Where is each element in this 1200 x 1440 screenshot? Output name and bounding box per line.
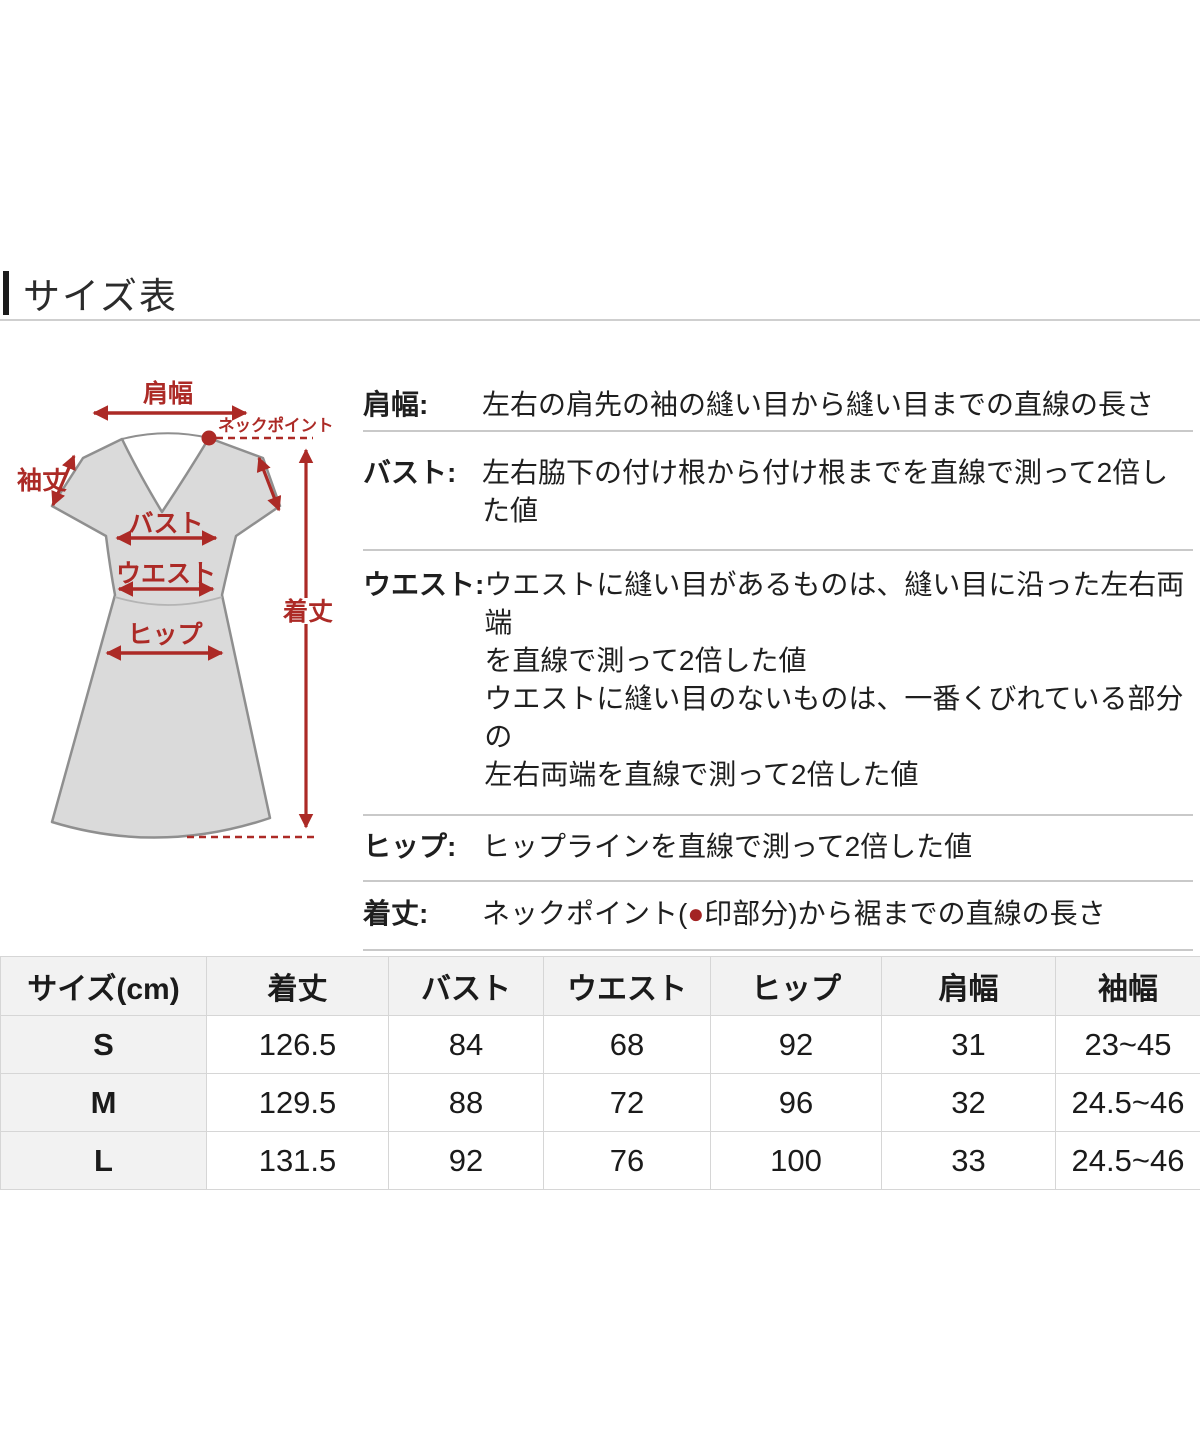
definition-text-post: 印部分)から裾までの直線の長さ	[704, 898, 1106, 929]
size-table-header-row: サイズ(cm) 着丈 バスト ウエスト ヒップ 肩幅 袖幅	[0, 956, 1200, 1016]
header-bust: バスト	[388, 956, 544, 1016]
sleeve-length-arrow-left	[51, 454, 76, 507]
waist-label: ウエスト	[116, 560, 216, 588]
size-cell: M	[0, 1073, 207, 1132]
header-length: 着丈	[206, 956, 389, 1016]
value-cell: 100	[710, 1131, 882, 1190]
title-divider	[0, 319, 1200, 321]
definition-term: 肩幅:	[363, 389, 429, 420]
table-row-l: L 131.5 92 76 100 33 24.5~46	[0, 1131, 1200, 1190]
title-accent-bar	[3, 271, 9, 315]
value-cell: 32	[881, 1073, 1056, 1132]
definition-row-length: 着丈: ネックポイント(●印部分)から裾までの直線の長さ	[363, 882, 1193, 951]
value-cell: 92	[710, 1015, 882, 1074]
definition-term: ヒップ:	[363, 831, 457, 862]
value-cell: 24.5~46	[1055, 1131, 1200, 1190]
garment-length-label: 着丈	[282, 597, 333, 626]
value-cell: 88	[388, 1073, 544, 1132]
value-cell: 76	[543, 1131, 711, 1190]
definition-line: を直線で測って2倍した値	[484, 645, 807, 676]
definition-text: 左右の肩先の袖の縫い目から縫い目までの直線の長さ	[482, 389, 1155, 420]
value-cell: 126.5	[206, 1015, 389, 1074]
dress-waist-seam	[114, 596, 223, 606]
value-cell: 68	[543, 1015, 711, 1074]
header-waist: ウエスト	[543, 956, 711, 1016]
dress-shape	[50, 436, 282, 839]
definition-row-hip: ヒップ: ヒップラインを直線で測って2倍した値	[363, 816, 1193, 882]
neck-point-label: ネックポイント	[218, 415, 334, 435]
size-table: サイズ(cm) 着丈 バスト ウエスト ヒップ 肩幅 袖幅 S 126.5 84…	[0, 956, 1200, 1190]
value-cell: 24.5~46	[1055, 1073, 1200, 1132]
size-cell: L	[0, 1131, 207, 1190]
table-row-m: M 129.5 88 72 96 32 24.5~46	[0, 1073, 1200, 1132]
value-cell: 23~45	[1055, 1015, 1200, 1074]
dress-measurement-diagram: 肩幅 ネックポイント 袖丈 バスト ウエスト ヒップ 着丈	[17, 379, 334, 839]
definition-row-shoulder: 肩幅: 左右の肩先の袖の縫い目から縫い目までの直線の長さ	[363, 364, 1193, 432]
value-cell: 72	[543, 1073, 711, 1132]
definition-text: ウエストに縫い目があるものは、縫い目に沿った左右両端 を直線で測って2倍した値 …	[484, 566, 1193, 794]
measurement-definitions: 肩幅: 左右の肩先の袖の縫い目から縫い目までの直線の長さ バスト: 左右脇下の付…	[363, 364, 1193, 1016]
definition-line: ウエストに縫い目のないものは、一番くびれている部分の	[484, 683, 1184, 752]
bust-label: バスト	[128, 510, 203, 538]
header-size: サイズ(cm)	[0, 956, 207, 1016]
neck-point-dot	[201, 430, 217, 446]
definition-term: ウエスト:	[363, 569, 485, 600]
definition-line: 左右両端を直線で測って2倍した値	[484, 759, 919, 790]
value-cell: 33	[881, 1131, 1056, 1190]
value-cell: 92	[388, 1131, 544, 1190]
table-row-s: S 126.5 84 68 92 31 23~45	[0, 1015, 1200, 1074]
header-sleeve: 袖幅	[1055, 956, 1200, 1016]
definition-text: ネックポイント(●印部分)から裾までの直線の長さ	[482, 895, 1193, 933]
definition-text-pre: ネックポイント(	[482, 898, 688, 929]
definition-row-waist: ウエスト: ウエストに縫い目があるものは、縫い目に沿った左右両端 を直線で測って…	[363, 551, 1193, 816]
definition-term: 着丈:	[363, 898, 429, 929]
definition-row-bust: バスト: 左右脇下の付け根から付け根までを直線で測って2倍した値	[363, 432, 1193, 551]
neck-point-dot-inline: ●	[687, 898, 705, 929]
hip-label: ヒップ	[127, 621, 203, 649]
definition-text: ヒップラインを直線で測って2倍した値	[482, 831, 973, 862]
page-title: サイズ表	[23, 276, 178, 317]
value-cell: 96	[710, 1073, 882, 1132]
value-cell: 31	[881, 1015, 1056, 1074]
garment-length-label-bg	[286, 598, 330, 624]
dress-back-neckline	[121, 432, 210, 440]
value-cell: 84	[388, 1015, 544, 1074]
sleeve-length-arrow-right	[256, 456, 282, 512]
section-title: サイズ表	[3, 266, 178, 320]
header-shoulder: 肩幅	[881, 956, 1056, 1016]
definition-term: バスト:	[363, 457, 457, 488]
value-cell: 129.5	[206, 1073, 389, 1132]
header-hip: ヒップ	[710, 956, 882, 1016]
definition-text: 左右脇下の付け根から付け根までを直線で測って2倍した値	[482, 457, 1169, 526]
value-cell: 131.5	[206, 1131, 389, 1190]
shoulder-width-label: 肩幅	[143, 379, 193, 408]
definition-line: ウエストに縫い目があるものは、縫い目に沿った左右両端	[484, 569, 1185, 638]
size-cell: S	[0, 1015, 207, 1074]
